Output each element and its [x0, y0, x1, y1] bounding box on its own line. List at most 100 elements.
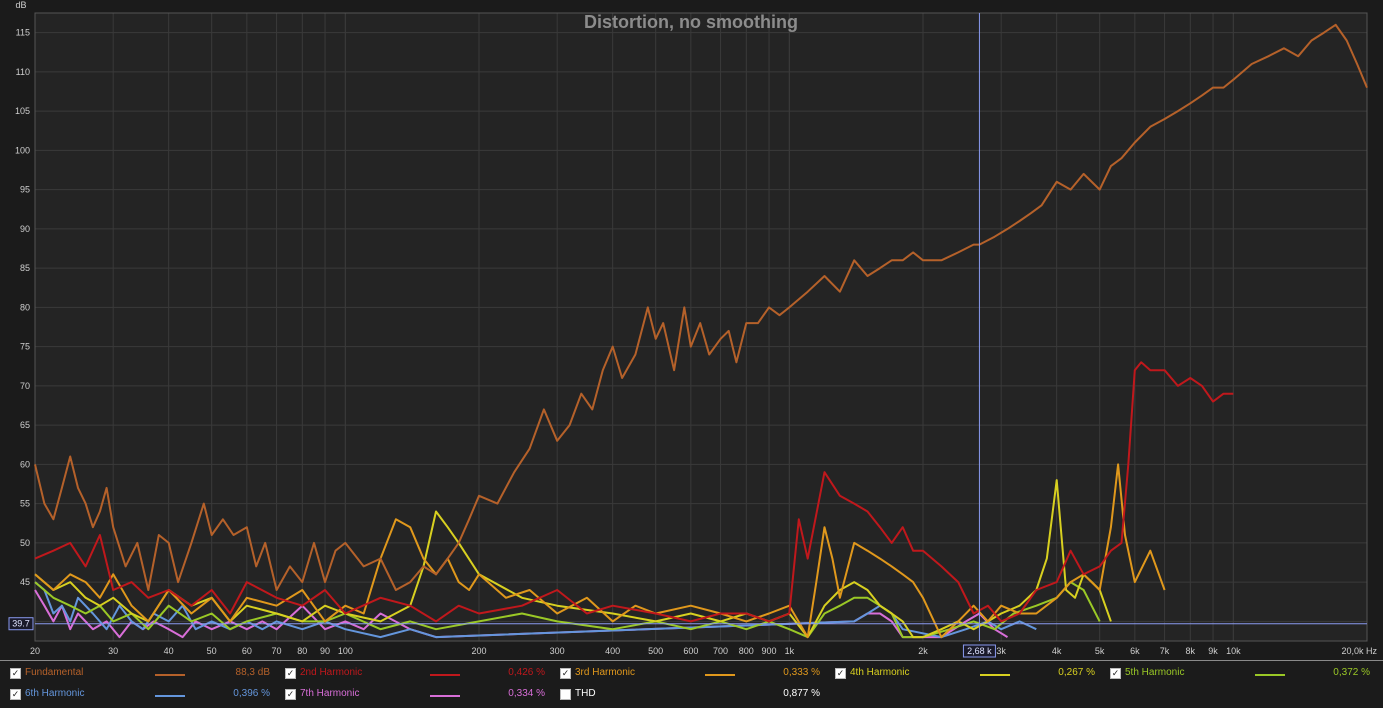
- x-tick-label: 20,0k Hz: [1341, 646, 1377, 656]
- legend-label: 6th Harmonic: [25, 688, 85, 699]
- x-tick-label: 700: [713, 646, 728, 656]
- y-tick-label: 45: [20, 577, 30, 587]
- legend-item-5th-harmonic: ✓ 5th Harmonic 0,372 %: [1110, 664, 1375, 684]
- y-tick-label: 60: [20, 459, 30, 469]
- legend-line-swatch: [705, 674, 735, 676]
- legend-checkbox[interactable]: ✓: [285, 689, 296, 700]
- series-2nd-harmonic: [34, 361, 1234, 623]
- legend-checkbox[interactable]: ✓: [10, 668, 21, 679]
- legend-value: 0,877 %: [783, 688, 820, 699]
- legend-value: 0,333 %: [783, 667, 820, 678]
- legend-label: 4th Harmonic: [850, 667, 910, 678]
- cursor-y-readout-box: [8, 617, 34, 631]
- y-tick-label: 75: [20, 342, 30, 352]
- series-5th-harmonic: [34, 581, 1101, 639]
- cursor-x-readout-box: [962, 644, 996, 658]
- legend: ✓ Fundamental 88,3 dB ✓ 2nd Harmonic 0,426 % ✓…: [0, 660, 1383, 708]
- tick-labels: 115 110 105 100 95 90 85 80 75 70 65 60 55 50 45 20 30 40…: [15, 28, 1378, 656]
- legend-value: 0,372 %: [1333, 667, 1370, 678]
- y-tick-label: 55: [20, 499, 30, 509]
- legend-item-7th-harmonic: ✓ 7th Harmonic 0,334 %: [285, 685, 550, 705]
- legend-label: 7th Harmonic: [300, 688, 360, 699]
- y-tick-label: 95: [20, 185, 30, 195]
- legend-label: Fundamental: [25, 667, 84, 678]
- distortion-chart[interactable]: 2,68 k 39.7 115 110 105 100 95 90 85 80 75 70 65 60 5…: [0, 0, 1383, 660]
- series-7th-harmonic: [34, 589, 1009, 639]
- x-tick-label: 80: [297, 646, 307, 656]
- x-tick-label: 10k: [1226, 646, 1241, 656]
- legend-label: 3rd Harmonic: [575, 667, 636, 678]
- x-tick-label: 7k: [1160, 646, 1170, 656]
- x-tick-label: 3k: [996, 646, 1006, 656]
- legend-label: 5th Harmonic: [1125, 667, 1185, 678]
- y-tick-label: 70: [20, 381, 30, 391]
- legend-value: 0,396 %: [233, 688, 270, 699]
- legend-value: 88,3 dB: [235, 667, 270, 678]
- y-axis-label: dB: [15, 0, 26, 10]
- x-tick-label: 90: [320, 646, 330, 656]
- legend-value: 0,426 %: [508, 667, 545, 678]
- x-tick-label: 9k: [1208, 646, 1218, 656]
- legend-line-swatch: [155, 695, 185, 697]
- grid-lines: [34, 12, 1368, 642]
- legend-item-thd: THD 0,877 %: [560, 685, 825, 705]
- series-layer: [34, 23, 1368, 639]
- x-tick-label: 4k: [1052, 646, 1062, 656]
- y-tick-label: 65: [20, 420, 30, 430]
- legend-line-swatch: [980, 674, 1010, 676]
- cursor-y-readout: 39.7: [12, 619, 30, 629]
- series-3rd-harmonic: [34, 463, 1166, 639]
- x-tick-label: 5k: [1095, 646, 1105, 656]
- legend-item-3rd-harmonic: ✓ 3rd Harmonic 0,333 %: [560, 664, 825, 684]
- legend-line-swatch: [430, 695, 460, 697]
- y-tick-label: 105: [15, 106, 30, 116]
- x-tick-label: 800: [739, 646, 754, 656]
- x-tick-label: 70: [272, 646, 282, 656]
- plot-border: [34, 12, 1368, 642]
- legend-item-2nd-harmonic: ✓ 2nd Harmonic 0,426 %: [285, 664, 550, 684]
- x-tick-label: 20: [30, 646, 40, 656]
- legend-checkbox[interactable]: ✓: [560, 668, 571, 679]
- legend-line-swatch: [430, 674, 460, 676]
- y-tick-label: 100: [15, 145, 30, 155]
- legend-item-4th-harmonic: ✓ 4th Harmonic 0,267 %: [835, 664, 1100, 684]
- series-fundamental: [34, 23, 1368, 591]
- y-tick-label: 80: [20, 302, 30, 312]
- y-tick-label: 85: [20, 263, 30, 273]
- legend-item-6th-harmonic: ✓ 6th Harmonic 0,396 %: [10, 685, 275, 705]
- x-tick-label: 300: [550, 646, 565, 656]
- legend-label: THD: [575, 688, 596, 699]
- legend-value: 0,334 %: [508, 688, 545, 699]
- legend-value: 0,267 %: [1058, 667, 1095, 678]
- legend-checkbox[interactable]: [560, 689, 571, 700]
- y-tick-label: 90: [20, 224, 30, 234]
- y-tick-label: 115: [16, 28, 30, 38]
- x-tick-label: 500: [648, 646, 663, 656]
- x-tick-label: 1k: [785, 646, 795, 656]
- x-tick-label: 900: [762, 646, 777, 656]
- legend-item-fundamental: ✓ Fundamental 88,3 dB: [10, 664, 275, 684]
- x-tick-label: 100: [338, 646, 353, 656]
- x-tick-label: 2k: [918, 646, 928, 656]
- y-tick-label: 50: [20, 538, 30, 548]
- legend-checkbox[interactable]: ✓: [835, 668, 846, 679]
- x-tick-label: 50: [207, 646, 217, 656]
- legend-line-swatch: [155, 674, 185, 676]
- x-tick-label: 600: [683, 646, 698, 656]
- x-tick-label: 400: [605, 646, 620, 656]
- legend-label: 2nd Harmonic: [300, 667, 363, 678]
- legend-checkbox[interactable]: ✓: [1110, 668, 1121, 679]
- legend-checkbox[interactable]: ✓: [10, 689, 21, 700]
- legend-line-swatch: [1255, 674, 1285, 676]
- legend-checkbox[interactable]: ✓: [285, 668, 296, 679]
- x-tick-label: 200: [471, 646, 486, 656]
- x-tick-label: 30: [108, 646, 118, 656]
- x-tick-label: 8k: [1186, 646, 1196, 656]
- y-tick-label: 110: [16, 67, 30, 77]
- cursor-layer: 2,68 k 39.7: [8, 13, 1367, 658]
- series-6th-harmonic: [34, 581, 1037, 639]
- cursor-x-readout: 2,68 k: [967, 646, 992, 656]
- x-tick-label: 6k: [1130, 646, 1140, 656]
- x-tick-label: 60: [242, 646, 252, 656]
- x-tick-label: 40: [164, 646, 174, 656]
